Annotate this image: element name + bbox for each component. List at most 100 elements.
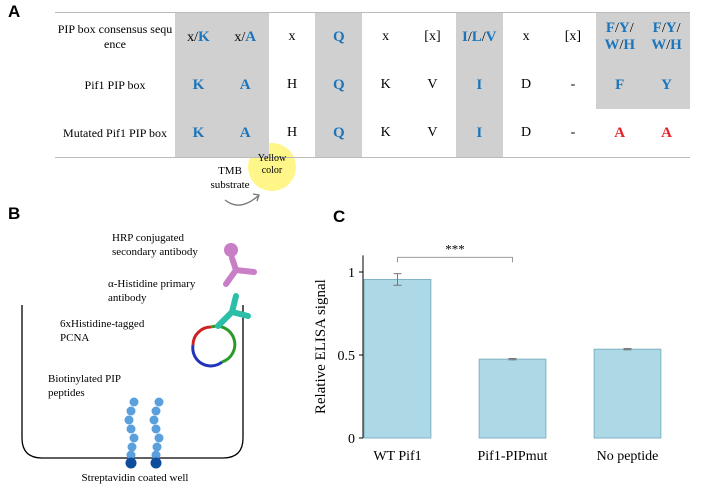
bar bbox=[363, 278, 432, 439]
diagram-label: 6xHistidine-tagged PCNA bbox=[60, 318, 145, 344]
cell-residue: K bbox=[198, 28, 210, 45]
cell-text: x/ bbox=[187, 29, 199, 45]
cell-residue: I bbox=[476, 124, 483, 141]
table-cell: Q bbox=[315, 61, 363, 109]
table-cell: A bbox=[221, 109, 269, 158]
cell-text: / bbox=[481, 29, 486, 45]
cell-text: x bbox=[522, 29, 530, 44]
table-cell: F/Y/W/H bbox=[596, 12, 644, 61]
cell-text: - bbox=[570, 125, 576, 140]
x-tick-label: WT Pif1 bbox=[373, 449, 421, 464]
cell-residue: K bbox=[192, 124, 205, 141]
cell-text: / bbox=[629, 21, 634, 36]
cell-text: K bbox=[380, 77, 391, 92]
table-cell: I bbox=[455, 109, 503, 158]
x-tick-label: Pif1-PIPmut bbox=[477, 449, 547, 464]
table-cell: K bbox=[175, 109, 222, 158]
table-cell: - bbox=[550, 61, 597, 109]
cell-text: H bbox=[286, 77, 298, 92]
y-tick-label: 1 bbox=[348, 266, 355, 281]
table-cell: H bbox=[269, 61, 316, 109]
y-axis-label: Relative ELISA signal bbox=[313, 279, 329, 414]
cell-text: / bbox=[619, 38, 624, 53]
cell-text: / bbox=[614, 21, 619, 36]
table-cell: A bbox=[596, 109, 644, 158]
table-cell: Q bbox=[315, 109, 363, 158]
cell-residue: F bbox=[605, 20, 615, 36]
diagram-label: Streptavidin coated well bbox=[81, 472, 189, 484]
table-cell: x bbox=[362, 12, 410, 61]
diagram-label: Biotinylated PIP peptides bbox=[48, 373, 121, 399]
pcna bbox=[191, 324, 237, 368]
diagram-label: Yellow color bbox=[257, 153, 287, 176]
cell-residue: V bbox=[485, 28, 497, 45]
cell-residue: Q bbox=[333, 76, 345, 93]
cell-residue: H bbox=[623, 37, 635, 53]
cell-text: / bbox=[676, 21, 681, 36]
cell-residue: A bbox=[239, 76, 251, 93]
table-cell: x bbox=[502, 12, 550, 61]
table-cell: A bbox=[643, 109, 690, 158]
cell-text: x bbox=[288, 29, 296, 44]
table-cell: x/K bbox=[175, 12, 222, 61]
cell-residue: K bbox=[192, 76, 205, 93]
arrow-head bbox=[252, 193, 260, 202]
table-cell: K bbox=[175, 61, 222, 109]
error-bar bbox=[508, 357, 517, 361]
y-tick-label: 0.5 bbox=[338, 349, 356, 364]
cell-residue: F bbox=[652, 20, 662, 36]
cell-residue: A bbox=[245, 28, 257, 45]
cell-text: x/ bbox=[234, 29, 246, 45]
cell-residue: W bbox=[604, 37, 620, 53]
table-row: Pif1 PIP box K A H Q K V I D - F Y bbox=[55, 61, 690, 109]
table-cell: [x] bbox=[549, 12, 597, 61]
table-cell: V bbox=[409, 61, 456, 109]
error-bar bbox=[393, 273, 402, 286]
cell-residue: Q bbox=[333, 124, 345, 141]
table-cell: K bbox=[362, 109, 410, 158]
cell-text: K bbox=[380, 125, 391, 140]
cell-text: D bbox=[521, 125, 532, 140]
diagram-label: HRP conjugated secondary antibody bbox=[112, 232, 198, 258]
significance-bracket bbox=[397, 256, 513, 263]
table-cell: - bbox=[549, 109, 597, 158]
cell-residue: A bbox=[614, 124, 626, 141]
cell-residue: I bbox=[462, 28, 468, 45]
cell-residue: A bbox=[239, 124, 251, 141]
cell-text: D bbox=[521, 77, 532, 92]
table-cell: I/L/V bbox=[455, 12, 503, 61]
table-cell: F bbox=[596, 61, 644, 109]
table-cell: x bbox=[268, 12, 316, 61]
table-cell: D bbox=[503, 61, 550, 109]
bar bbox=[478, 358, 547, 439]
bar bbox=[593, 348, 662, 439]
cell-text: x bbox=[382, 29, 390, 44]
secondary-antibody bbox=[223, 255, 257, 287]
error-bar bbox=[623, 348, 632, 351]
cell-residue: F bbox=[615, 76, 625, 93]
table-cell: A bbox=[221, 61, 269, 109]
cell-text: V bbox=[427, 125, 438, 140]
table-cell: K bbox=[362, 61, 409, 109]
arrow bbox=[224, 195, 259, 206]
table-cell: D bbox=[502, 109, 550, 158]
table-cell: I bbox=[455, 61, 503, 109]
cell-text: V bbox=[427, 77, 438, 92]
cell-text: [x] bbox=[424, 29, 441, 44]
table-cell: V bbox=[409, 109, 456, 158]
primary-antibody bbox=[215, 293, 251, 329]
row-label: Mutated Pif1 PIP box bbox=[55, 109, 175, 158]
cell-text: [x] bbox=[564, 29, 582, 44]
table-row: Mutated Pif1 PIP box K A H Q K V I D - A A bbox=[55, 109, 690, 158]
diagram-label: α-Histidine primary antibody bbox=[108, 278, 196, 304]
cell-text: / bbox=[666, 38, 671, 53]
cell-residue: Y bbox=[618, 20, 630, 36]
row-label: Pif1 PIP box bbox=[84, 77, 146, 92]
cell-residue: A bbox=[661, 124, 672, 141]
cell-residue: W bbox=[651, 37, 667, 53]
diagram-label: TMB substrate bbox=[210, 165, 250, 191]
